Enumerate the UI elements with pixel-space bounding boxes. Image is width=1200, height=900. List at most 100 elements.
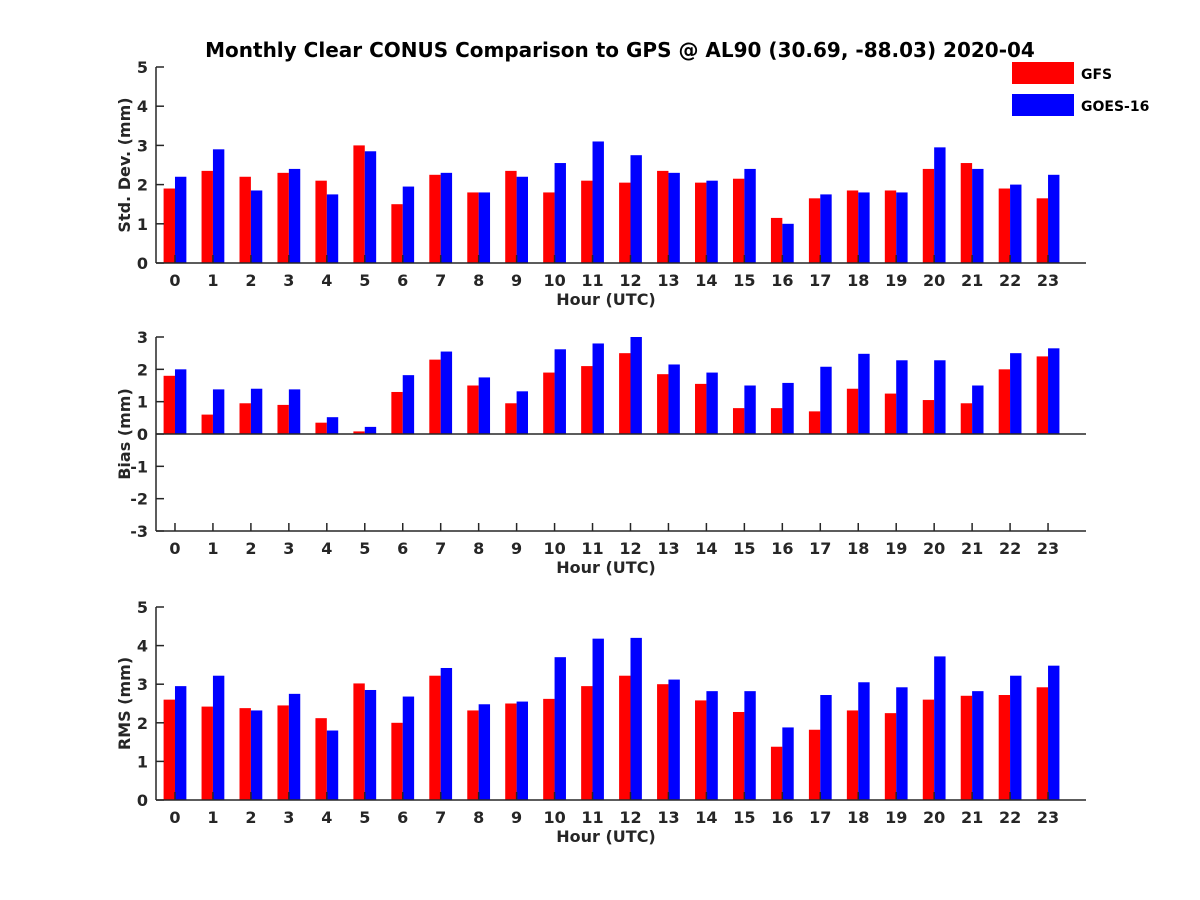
bar-gfs-hour-18	[846, 190, 859, 263]
bar-goes-16-hour-20	[934, 360, 946, 434]
bar-goes-16-hour-15	[744, 168, 756, 263]
bar-gfs-hour-14	[695, 383, 707, 434]
bar-gfs-hour-4	[315, 422, 327, 434]
bar-gfs-hour-11	[581, 180, 593, 263]
legend-label-gfs: GFS	[1081, 67, 1112, 83]
x-tick-label-21: 21	[961, 271, 983, 290]
bar-goes-16-hour-22	[1010, 184, 1022, 263]
bar-goes-16-hour-7	[440, 172, 453, 263]
bar-goes-16-hour-8	[478, 192, 491, 263]
y-tick-label: 1	[137, 393, 148, 412]
bar-gfs-hour-21	[960, 695, 973, 800]
bar-goes-16-hour-0	[174, 369, 187, 434]
y-axis-label: Std. Dev. (mm)	[115, 97, 134, 232]
x-axis-label: Hour (UTC)	[556, 558, 656, 577]
x-tick-label-16: 16	[771, 808, 793, 827]
bar-gfs-hour-13	[657, 170, 669, 263]
bar-gfs-hour-2	[239, 176, 251, 263]
bar-gfs-hour-6	[391, 722, 403, 800]
bar-goes-16-hour-22	[1010, 675, 1022, 800]
x-tick-label-23: 23	[1037, 271, 1059, 290]
bar-gfs-hour-14	[695, 700, 707, 800]
y-tick-label: 3	[137, 328, 148, 347]
bar-goes-16-hour-21	[972, 385, 984, 434]
x-tick-label-22: 22	[999, 271, 1021, 290]
bar-goes-16-hour-12	[630, 155, 642, 263]
y-tick-label: 4	[137, 97, 148, 116]
bar-gfs-hour-13	[657, 684, 669, 800]
x-tick-label-2: 2	[245, 271, 256, 290]
x-tick-label-13: 13	[657, 808, 679, 827]
bar-gfs-hour-15	[732, 178, 745, 263]
y-tick-label: -3	[130, 522, 148, 541]
x-tick-label-17: 17	[809, 808, 831, 827]
x-tick-label-18: 18	[847, 808, 869, 827]
y-tick-label: 0	[137, 791, 148, 810]
bar-gfs-hour-19	[884, 190, 897, 263]
y-tick-label: 0	[137, 425, 148, 444]
x-tick-label-7: 7	[435, 539, 446, 558]
x-tick-label-4: 4	[321, 808, 332, 827]
x-tick-label-3: 3	[283, 539, 294, 558]
x-tick-label-15: 15	[733, 271, 755, 290]
x-tick-label-13: 13	[657, 271, 679, 290]
x-tick-label-8: 8	[473, 539, 484, 558]
x-tick-label-12: 12	[619, 271, 641, 290]
bar-gfs-hour-4	[315, 180, 327, 263]
x-tick-label-3: 3	[283, 271, 294, 290]
bar-goes-16-hour-0	[174, 176, 187, 263]
bar-gfs-hour-2	[239, 708, 251, 800]
x-tick-label-8: 8	[473, 271, 484, 290]
x-tick-label-5: 5	[359, 808, 370, 827]
bar-gfs-hour-23	[1036, 687, 1049, 800]
bar-gfs-hour-12	[619, 675, 631, 800]
x-tick-label-20: 20	[923, 539, 945, 558]
bar-gfs-hour-3	[277, 705, 289, 800]
legend-swatch-goes16	[1012, 94, 1074, 116]
y-tick-label: 0	[137, 254, 148, 273]
bar-gfs-hour-4	[315, 718, 327, 800]
bar-gfs-hour-11	[581, 366, 593, 434]
y-tick-label: -1	[130, 457, 148, 476]
bar-goes-16-hour-18	[858, 192, 870, 263]
bar-goes-16-hour-7	[440, 351, 453, 434]
bar-gfs-hour-5	[353, 431, 365, 434]
bar-goes-16-hour-19	[896, 360, 908, 434]
x-tick-label-10: 10	[543, 271, 565, 290]
bar-goes-16-hour-19	[896, 687, 908, 800]
bar-goes-16-hour-5	[364, 689, 377, 800]
bar-gfs-hour-12	[619, 182, 631, 263]
bar-goes-16-hour-9	[516, 701, 528, 800]
bar-goes-16-hour-11	[592, 343, 604, 434]
bar-goes-16-hour-8	[478, 704, 491, 800]
bar-goes-16-hour-14	[706, 180, 718, 263]
bar-goes-16-hour-4	[326, 194, 339, 263]
bar-gfs-hour-10	[543, 192, 555, 263]
x-tick-label-0: 0	[169, 808, 180, 827]
bar-gfs-hour-7	[429, 174, 441, 263]
x-tick-label-4: 4	[321, 271, 332, 290]
legend-label-goes16: GOES-16	[1081, 99, 1149, 115]
x-axis-label: Hour (UTC)	[556, 290, 656, 309]
bar-goes-16-hour-18	[858, 353, 870, 434]
y-tick-label: 4	[137, 637, 148, 656]
x-tick-label-17: 17	[809, 271, 831, 290]
x-tick-label-19: 19	[885, 271, 907, 290]
bar-gfs-hour-15	[732, 711, 745, 800]
x-tick-label-11: 11	[581, 539, 603, 558]
bar-goes-16-hour-4	[326, 730, 339, 800]
bar-goes-16-hour-23	[1048, 665, 1060, 800]
x-tick-label-6: 6	[397, 539, 408, 558]
y-tick-label: 5	[137, 58, 148, 77]
bar-goes-16-hour-3	[288, 389, 301, 434]
y-tick-label: -2	[130, 490, 148, 509]
bar-gfs-hour-3	[277, 172, 289, 263]
bar-gfs-hour-17	[808, 729, 821, 800]
bar-gfs-hour-20	[922, 168, 935, 263]
bar-gfs-hour-19	[884, 393, 897, 434]
bar-gfs-hour-23	[1036, 356, 1049, 434]
bar-goes-16-hour-14	[706, 691, 718, 800]
bar-gfs-hour-1	[201, 414, 213, 434]
bar-goes-16-hour-0	[174, 686, 187, 800]
y-tick-label: 3	[137, 675, 148, 694]
